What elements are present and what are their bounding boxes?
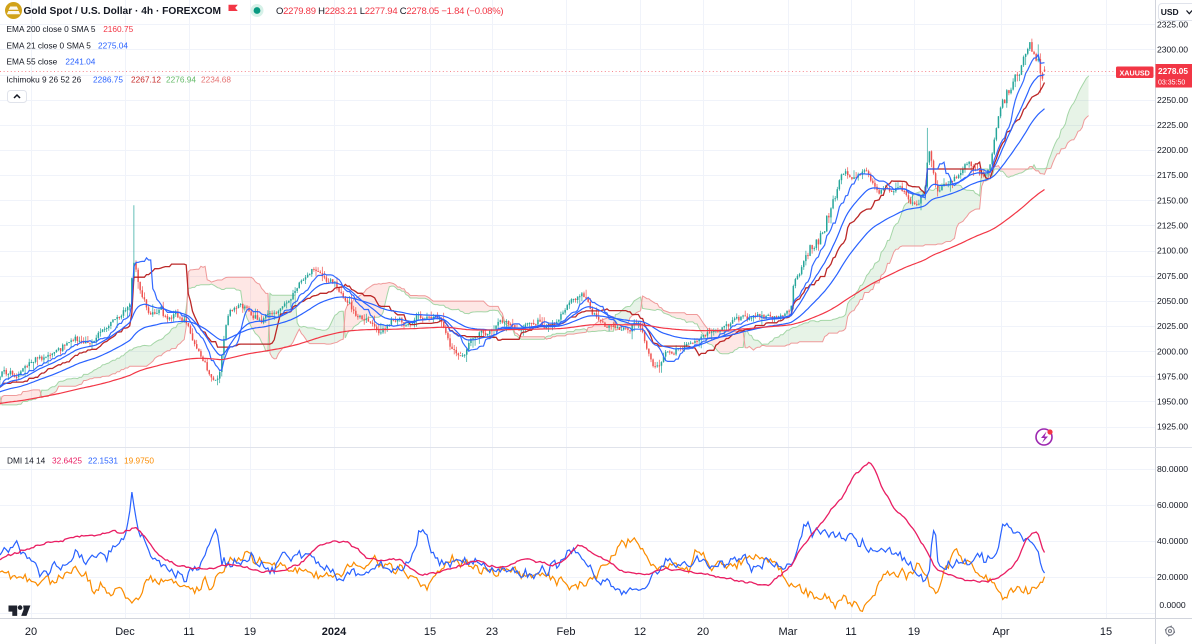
- svg-text:2025.00: 2025.00: [1157, 321, 1188, 331]
- svg-text:1975.00: 1975.00: [1157, 371, 1188, 381]
- svg-text:DMI 14 14: DMI 14 14: [7, 456, 46, 466]
- svg-text:Mar: Mar: [779, 626, 798, 638]
- svg-text:2275.04: 2275.04: [98, 40, 128, 50]
- svg-text:1925.00: 1925.00: [1157, 422, 1188, 432]
- svg-text:Ichimoku 9 26 52 26: Ichimoku 9 26 52 26: [7, 74, 82, 84]
- svg-text:2300.00: 2300.00: [1157, 45, 1188, 55]
- svg-text:40.0000: 40.0000: [1157, 536, 1188, 546]
- svg-text:15: 15: [424, 626, 436, 638]
- svg-text:Feb: Feb: [557, 626, 576, 638]
- svg-text:Gold Spot / U.S. Dollar · 4h ·: Gold Spot / U.S. Dollar · 4h · FOREXCOM: [24, 6, 222, 17]
- svg-text:12: 12: [634, 626, 646, 638]
- svg-text:11: 11: [183, 626, 194, 638]
- svg-text:O2279.89 H2283.21 L2277.94 C22: O2279.89 H2283.21 L2277.94 C2278.05 −1.8…: [276, 6, 503, 17]
- svg-text:2000.00: 2000.00: [1157, 346, 1188, 356]
- svg-text:2160.75: 2160.75: [103, 24, 133, 34]
- svg-text:2200.00: 2200.00: [1157, 145, 1188, 155]
- svg-text:11: 11: [845, 626, 856, 638]
- svg-text:32.6425: 32.6425: [52, 456, 82, 466]
- svg-text:15: 15: [1100, 626, 1112, 638]
- svg-text:19: 19: [244, 626, 256, 638]
- svg-text:2267.12: 2267.12: [131, 74, 161, 84]
- svg-text:EMA 55 close: EMA 55 close: [7, 57, 58, 67]
- svg-text:2075.00: 2075.00: [1157, 271, 1188, 281]
- svg-text:2276.94: 2276.94: [166, 74, 196, 84]
- svg-text:19: 19: [908, 626, 920, 638]
- svg-text:EMA 21 close 0 SMA 5: EMA 21 close 0 SMA 5: [7, 40, 92, 50]
- svg-text:2225.00: 2225.00: [1157, 120, 1188, 130]
- svg-text:2125.00: 2125.00: [1157, 221, 1188, 231]
- svg-text:2024: 2024: [322, 626, 347, 638]
- svg-text:Dec: Dec: [115, 626, 135, 638]
- svg-text:EMA 200 close 0 SMA 5: EMA 200 close 0 SMA 5: [7, 24, 96, 34]
- svg-text:2234.68: 2234.68: [201, 74, 231, 84]
- svg-text:2250.00: 2250.00: [1157, 95, 1188, 105]
- svg-text:2150.00: 2150.00: [1157, 195, 1188, 205]
- svg-text:2325.00: 2325.00: [1157, 19, 1188, 29]
- svg-text:2050.00: 2050.00: [1157, 296, 1188, 306]
- svg-text:0.0000: 0.0000: [1159, 600, 1186, 610]
- svg-text:80.0000: 80.0000: [1157, 464, 1188, 474]
- svg-text:2286.75: 2286.75: [93, 74, 123, 84]
- svg-text:2175.00: 2175.00: [1157, 170, 1188, 180]
- svg-text:23: 23: [486, 626, 498, 638]
- svg-text:2241.04: 2241.04: [65, 57, 95, 67]
- svg-text:22.1531: 22.1531: [88, 456, 118, 466]
- svg-text:USD: USD: [1161, 7, 1179, 17]
- svg-text:XAUUSD: XAUUSD: [1120, 69, 1150, 78]
- svg-text:19.9750: 19.9750: [124, 456, 154, 466]
- svg-text:60.0000: 60.0000: [1157, 500, 1188, 510]
- svg-text:1950.00: 1950.00: [1157, 397, 1188, 407]
- svg-text:20.0000: 20.0000: [1157, 572, 1188, 582]
- svg-text:Apr: Apr: [992, 626, 1009, 638]
- svg-text:20: 20: [697, 626, 709, 638]
- svg-text:20: 20: [25, 626, 37, 638]
- svg-text:2278.05: 2278.05: [1158, 66, 1188, 76]
- svg-text:03:35:50: 03:35:50: [1158, 79, 1185, 86]
- svg-text:2100.00: 2100.00: [1157, 246, 1188, 256]
